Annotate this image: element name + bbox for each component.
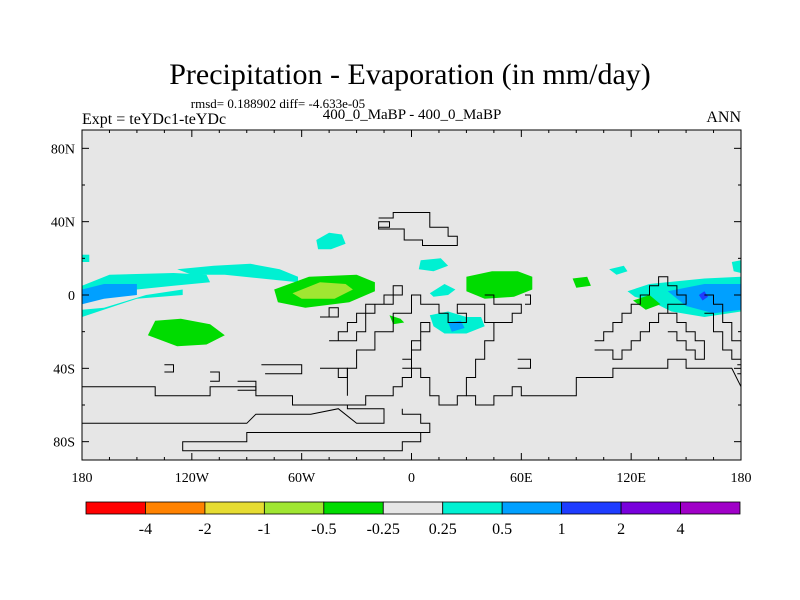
- stats-text: rmsd= 0.188902 diff= -4.633e-05: [191, 96, 365, 111]
- experiment-label: Expt = teYDc1-teYDc: [82, 111, 226, 128]
- coastline-5: [237, 380, 257, 391]
- coastline-3: [320, 367, 348, 378]
- x-tick-label: 0: [408, 471, 415, 486]
- anomaly-region-0: [82, 273, 211, 301]
- colorbar-level-label: -4: [139, 521, 152, 538]
- axis-ticks: 180 120W 60W 0 60E 120E 180 80N 40N 0 40S 80S: [51, 130, 752, 486]
- anomaly-region-7: [316, 232, 346, 250]
- coastline-10: [402, 322, 431, 369]
- coastline-14: [517, 358, 531, 369]
- x-tick-label: 120W: [175, 471, 210, 486]
- colorbar-swatch: [323, 501, 384, 515]
- colorbar-level-label: -1: [258, 521, 271, 538]
- colorbar-level-label: -0.25: [367, 521, 400, 538]
- colorbar-swatch: [145, 501, 206, 515]
- anomaly-region-2: [82, 284, 137, 305]
- anomaly-region-10: [429, 284, 456, 297]
- y-tick-label: 40S: [53, 362, 75, 377]
- anomaly-region-18: [698, 291, 708, 301]
- y-tick-label: 80S: [53, 436, 75, 451]
- anomaly-region-21: [82, 254, 90, 262]
- x-tick-label: 60W: [288, 471, 316, 486]
- anomaly-region-9: [466, 271, 533, 299]
- x-tick-label: 120E: [616, 471, 646, 486]
- coastline-8: [82, 386, 385, 424]
- anomaly-region-8: [418, 258, 449, 272]
- x-tick-label: 180: [731, 471, 752, 486]
- coastline-12: [466, 358, 742, 406]
- coastline-9: [346, 294, 495, 406]
- anomaly-region-6: [292, 282, 353, 299]
- coastline-6: [210, 371, 220, 382]
- coastline-11: [182, 408, 431, 452]
- coastline-15: [525, 294, 531, 305]
- coastline-1: [329, 285, 403, 342]
- anomaly-region-12: [448, 320, 465, 332]
- colorbar-swatch: [680, 501, 741, 515]
- map-panel: 180 120W 60W 0 60E 120E 180 80N 40N 0 40S 80S: [51, 129, 752, 486]
- colorbar-level-label: 2: [617, 521, 625, 538]
- chart-title: Precipitation - Evaporation (in mm/day): [169, 58, 651, 91]
- anomaly-region-20: [731, 260, 741, 273]
- x-tick-label: 60E: [510, 471, 533, 486]
- colorbar-swatch: [561, 501, 622, 515]
- coastline-7: [164, 364, 174, 373]
- anomaly-region-3: [147, 318, 225, 347]
- y-tick-label: 80N: [51, 142, 75, 157]
- y-tick-label: 40N: [51, 216, 75, 231]
- coastlines: [82, 212, 742, 452]
- coastline-4: [261, 364, 303, 375]
- coastline-16: [594, 276, 687, 360]
- colorbar: -4 -2 -1 -0.5 -0.25 0.25 0.5 1 2 4: [85, 501, 741, 538]
- anomaly-region-1: [82, 289, 183, 317]
- anomaly-region-14: [572, 276, 591, 288]
- coastline-17: [667, 312, 705, 360]
- coastline-13: [484, 294, 522, 323]
- y-tick-label: 0: [68, 289, 75, 304]
- subtitle: 400_0_MaBP - 400_0_MaBP: [323, 107, 502, 123]
- period-label: ANN: [706, 109, 741, 126]
- colorbar-swatch: [442, 501, 503, 515]
- anomaly-region-15: [609, 265, 628, 275]
- colorbar-level-label: 1: [558, 521, 566, 538]
- colorbar-swatch: [204, 501, 265, 515]
- colorbar-level-label: -2: [198, 521, 211, 538]
- coastline-2: [320, 307, 339, 318]
- colorbar-level-label: 0.5: [492, 521, 512, 538]
- anomaly-region-4: [177, 263, 298, 283]
- colorbar-level-label: 0.25: [429, 521, 457, 538]
- coastline-0: [378, 212, 458, 246]
- x-tick-label: 180: [72, 471, 93, 486]
- colorbar-swatch: [85, 501, 146, 515]
- colorbar-swatch: [620, 501, 681, 515]
- colorbar-swatch: [263, 501, 325, 515]
- colorbar-swatch: [382, 501, 444, 515]
- colorbar-swatch: [501, 501, 563, 515]
- colorbar-level-label: 4: [677, 521, 685, 538]
- colorbar-level-label: -0.5: [311, 521, 336, 538]
